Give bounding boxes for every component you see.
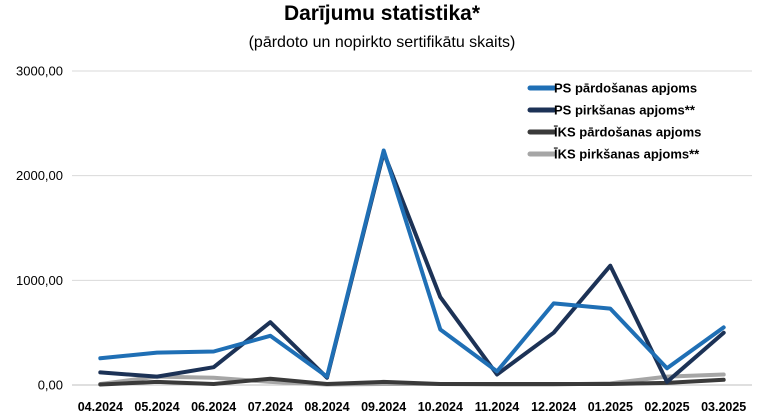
y-tick-label: 2000,00 (16, 168, 63, 183)
legend-label: ĪKS pārdošanas apjoms (553, 125, 701, 140)
x-tick-label: 05.2024 (134, 400, 179, 414)
x-tick-label: 03.2025 (701, 400, 746, 414)
series-line (98, 376, 726, 387)
legend-label: ĪKS pirkšanas apjoms** (553, 147, 700, 162)
x-tick-label: 06.2024 (191, 400, 236, 414)
x-tick-label: 12.2024 (531, 400, 576, 414)
x-tick-label: 02.2025 (644, 400, 689, 414)
x-tick-label: 08.2024 (304, 400, 349, 414)
y-tick-label: 0,00 (38, 378, 63, 393)
x-tick-label: 11.2024 (475, 400, 520, 414)
x-tick-label: 10.2024 (418, 400, 463, 414)
chart-title: Darījumu statistika* (283, 2, 481, 25)
x-tick-label: 01.2025 (588, 400, 633, 414)
x-tick-label: 09.2024 (361, 400, 406, 414)
legend-label: PS pārdošanas apjoms (554, 81, 697, 96)
series-line (98, 148, 726, 379)
legend-label: PS pirkšanas apjoms** (554, 103, 696, 118)
series-line (98, 150, 726, 384)
y-tick-label: 3000,00 (16, 64, 63, 79)
x-tick-label: 07.2024 (248, 400, 293, 414)
x-tick-label: 04.2024 (78, 400, 123, 414)
chart-subtitle: (pārdoto un nopirkto sertifikātu skaits) (248, 34, 516, 51)
y-tick-label: 1000,00 (16, 273, 63, 288)
